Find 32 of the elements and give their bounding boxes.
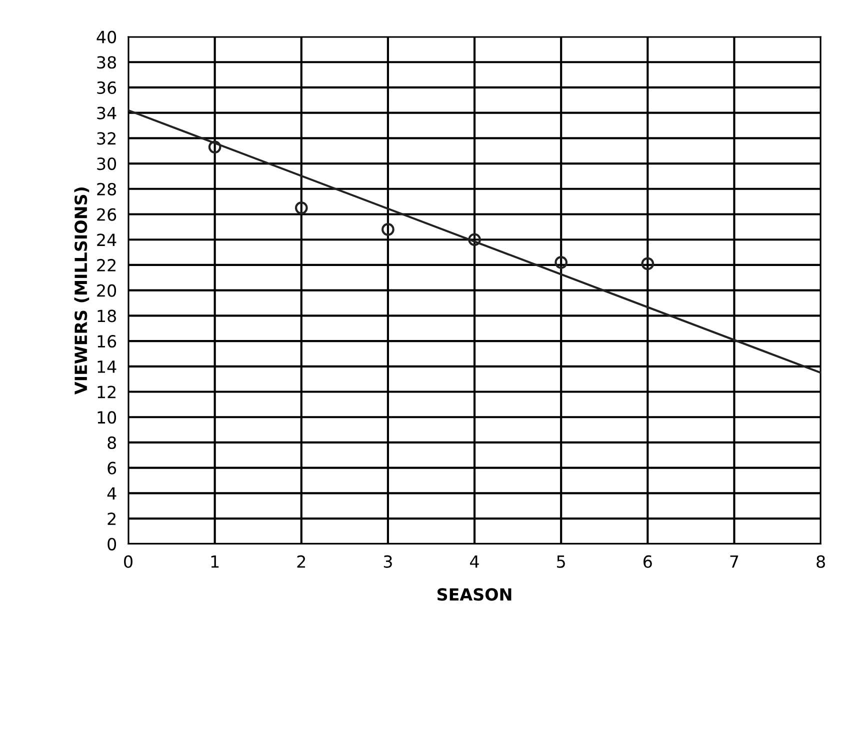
y-tick-label: 26	[97, 208, 116, 221]
y-tick-label: 32	[97, 132, 116, 145]
y-tick-label: 2	[108, 512, 116, 525]
x-tick-label: 6	[644, 555, 652, 568]
x-tick-label: 2	[297, 555, 306, 568]
y-tick-label: 14	[98, 360, 116, 373]
x-tick-label: 8	[816, 555, 825, 568]
y-tick-label: 0	[108, 538, 116, 550]
x-tick-label: 0	[124, 555, 132, 568]
y-tick-label: 4	[107, 487, 116, 500]
y-tick-label: 40	[96, 30, 116, 44]
y-tick-label: 36	[97, 81, 116, 94]
y-tick-label: 8	[108, 436, 116, 450]
x-axis-title: SEASON	[438, 588, 512, 601]
y-tick-label: 28	[97, 182, 116, 196]
x-tick-label: 7	[730, 556, 738, 568]
x-tick-label: 1	[211, 556, 219, 568]
y-tick-label: 10	[98, 411, 116, 424]
y-tick-label: 30	[97, 158, 116, 170]
y-tick-label: 20	[97, 284, 116, 297]
y-tick-label: 12	[98, 386, 116, 398]
y-tick-label: 34	[97, 106, 116, 120]
y-tick-label: 22	[97, 258, 116, 272]
y-tick-label: 24	[97, 234, 116, 246]
x-tick-label: 4	[470, 556, 479, 568]
y-axis-title: VIEWERS (MILLSIONS)	[74, 188, 90, 394]
y-tick-label: 38	[97, 56, 116, 69]
y-tick-label: 16	[98, 335, 116, 348]
x-tick-label: 3	[384, 555, 392, 568]
y-tick-label: 18	[98, 310, 116, 322]
y-tick-label: 6	[108, 462, 116, 474]
x-tick-label: 5	[557, 556, 565, 568]
